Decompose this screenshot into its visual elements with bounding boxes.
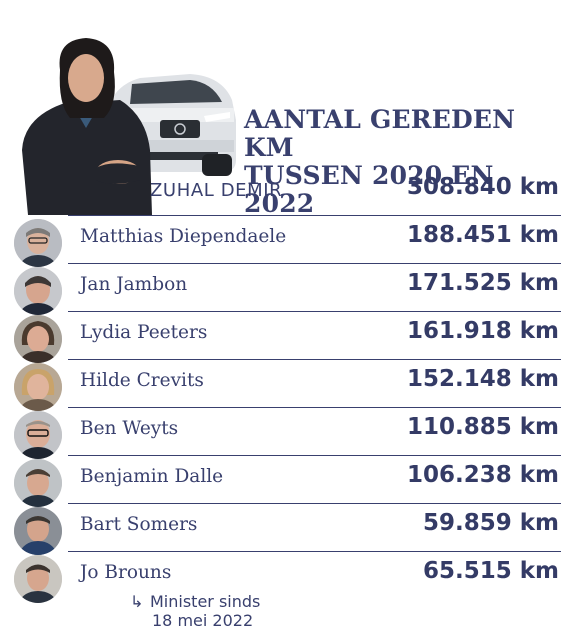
row-value: 65.515 km xyxy=(422,558,559,584)
row-name: Benjamin Dalle xyxy=(80,466,224,487)
title-line-1: AANTAL GEREDEN KM xyxy=(244,105,516,162)
row-divider xyxy=(68,407,561,408)
table-row: Hilde Crevits 152.148 km xyxy=(0,360,573,411)
table-row: Lydia Peeters 161.918 km xyxy=(0,312,573,363)
table-row: Ben Weyts 110.885 km xyxy=(0,408,573,459)
row-divider xyxy=(68,263,561,264)
row-name: Matthias Diependaele xyxy=(80,226,287,247)
hero-illustration: AANTAL GEREDEN KM TUSSEN 2020 EN 2022 xyxy=(0,0,573,218)
table-row: ZUHAL DEMIR 308.840 km xyxy=(0,168,573,216)
row-value: 106.238 km xyxy=(406,462,559,488)
footnote-line-2: 18 mei 2022 xyxy=(152,611,254,630)
table-row: Benjamin Dalle 106.238 km xyxy=(0,456,573,507)
return-arrow-icon: ↳ xyxy=(130,592,144,611)
row-divider xyxy=(68,359,561,360)
avatar xyxy=(14,219,62,267)
row-value: 188.451 km xyxy=(406,222,559,248)
table-row: Matthias Diependaele 188.451 km xyxy=(0,216,573,267)
table-row: Jo Brouns 65.515 km xyxy=(0,552,573,603)
table-row: Bart Somers 59.859 km xyxy=(0,504,573,555)
row-value: 171.525 km xyxy=(406,270,559,296)
row-name: Bart Somers xyxy=(80,514,198,535)
row-divider xyxy=(68,455,561,456)
row-name: Ben Weyts xyxy=(80,418,179,439)
row-divider xyxy=(68,503,561,504)
row-value: 308.840 km xyxy=(406,174,559,200)
chart-title: AANTAL GEREDEN KM TUSSEN 2020 EN 2022 xyxy=(244,106,570,218)
row-divider xyxy=(68,311,561,312)
minister-with-car-illustration xyxy=(22,38,236,215)
avatar xyxy=(14,459,62,507)
avatar xyxy=(14,507,62,555)
avatar xyxy=(14,363,62,411)
row-divider xyxy=(68,215,561,216)
row-name: ZUHAL DEMIR xyxy=(150,180,283,201)
row-name: Hilde Crevits xyxy=(80,370,204,391)
row-name: Jan Jambon xyxy=(80,274,188,295)
avatar xyxy=(14,267,62,315)
table-row: Jan Jambon 171.525 km xyxy=(0,264,573,315)
row-value: 59.859 km xyxy=(422,510,559,536)
row-name: Lydia Peeters xyxy=(80,322,208,343)
row-value: 161.918 km xyxy=(406,318,559,344)
row-name: Jo Brouns xyxy=(80,562,172,583)
footnote: ↳ Minister sinds 18 mei 2022 xyxy=(130,592,260,630)
minister-photo xyxy=(22,38,152,215)
row-divider xyxy=(68,551,561,552)
row-value: 152.148 km xyxy=(406,366,559,392)
row-value: 110.885 km xyxy=(406,414,559,440)
footnote-line-1: Minister sinds xyxy=(150,592,261,611)
ranking-table: ZUHAL DEMIR 308.840 km Matthias Diependa… xyxy=(0,168,573,603)
avatar xyxy=(14,315,62,363)
avatar xyxy=(14,555,62,603)
avatar xyxy=(14,411,62,459)
title-line-2: TUSSEN 2020 EN 2022 xyxy=(244,161,494,218)
